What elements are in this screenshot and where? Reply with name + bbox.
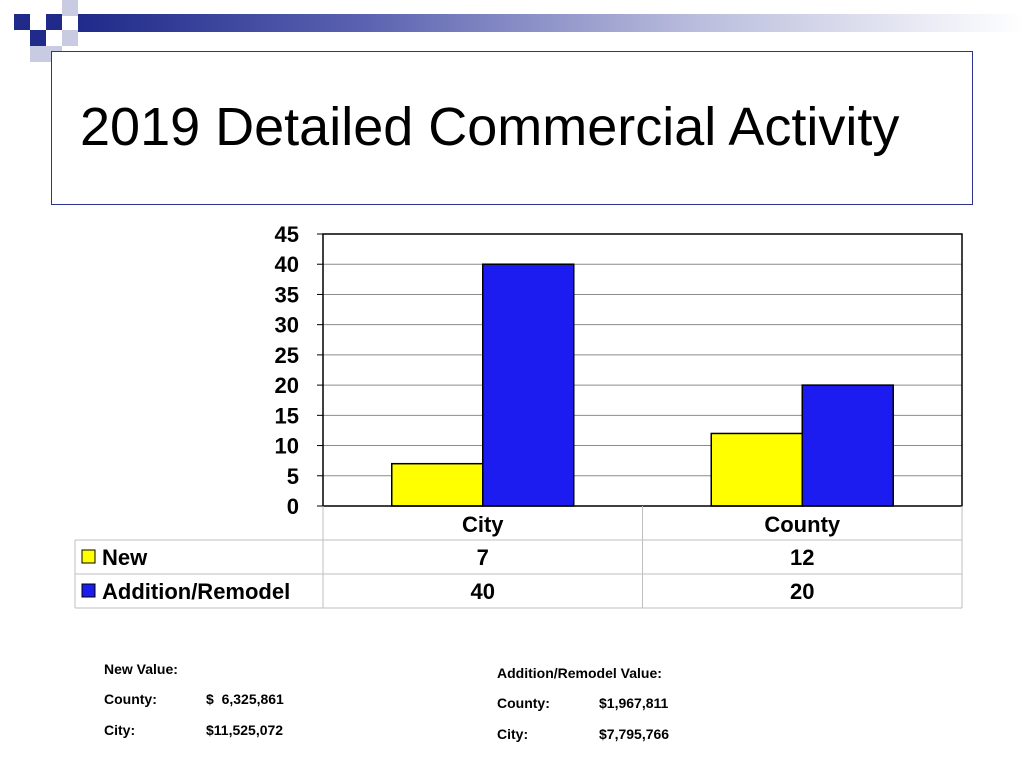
y-tick-label: 20 — [275, 373, 299, 398]
y-tick-label: 5 — [287, 464, 299, 489]
y-tick-label: 25 — [275, 343, 299, 368]
new-value-county-amount: $ 6,325,861 — [206, 691, 284, 707]
header-gradient-bar — [78, 14, 1024, 32]
deco-square — [46, 14, 62, 30]
x-category-label: County — [764, 512, 841, 537]
slide-title: 2019 Detailed Commercial Activity — [80, 97, 900, 157]
bar-addition-remodel-city — [482, 263, 575, 507]
addition-value-county-label: County: — [497, 695, 550, 711]
addition-value-county-amount: $1,967,811 — [599, 695, 669, 711]
bar-addition-remodel-county — [801, 384, 894, 507]
deco-square — [62, 0, 78, 16]
new-value-county-label: County: — [104, 691, 157, 707]
addition-value-city-amount: $7,795,766 — [599, 726, 670, 742]
legend-swatch — [81, 583, 96, 598]
y-tick-label: 40 — [275, 252, 299, 277]
bar-new-county — [710, 432, 803, 507]
deco-square — [30, 46, 46, 62]
addition-value-heading: Addition/Remodel Value: — [497, 665, 662, 681]
table-row-label: New — [102, 545, 148, 570]
x-category-label: City — [462, 512, 504, 537]
y-tick-label: 45 — [275, 222, 299, 247]
new-value-city-label: City: — [104, 722, 136, 738]
deco-square — [14, 14, 30, 30]
bar-new-city — [391, 462, 484, 507]
y-tick-label: 0 — [287, 494, 299, 519]
y-tick-label: 15 — [275, 403, 299, 428]
addition-value-city-label: City: — [497, 726, 529, 742]
table-cell-value: 20 — [790, 579, 814, 604]
table-cell-value: 12 — [790, 545, 814, 570]
legend-swatch — [81, 549, 96, 564]
table-row-label: Addition/Remodel — [102, 579, 290, 604]
y-tick-label: 35 — [275, 282, 299, 307]
new-value-heading: New Value: — [104, 661, 178, 677]
title-box: 2019 Detailed Commercial Activity — [51, 51, 973, 205]
deco-square — [62, 30, 78, 46]
y-tick-label: 10 — [275, 434, 299, 459]
deco-square — [30, 30, 46, 46]
new-value-city-amount: $11,525,072 — [206, 722, 284, 738]
table-cell-value: 40 — [471, 579, 495, 604]
table-cell-value: 7 — [477, 545, 489, 570]
y-tick-label: 30 — [275, 313, 299, 338]
